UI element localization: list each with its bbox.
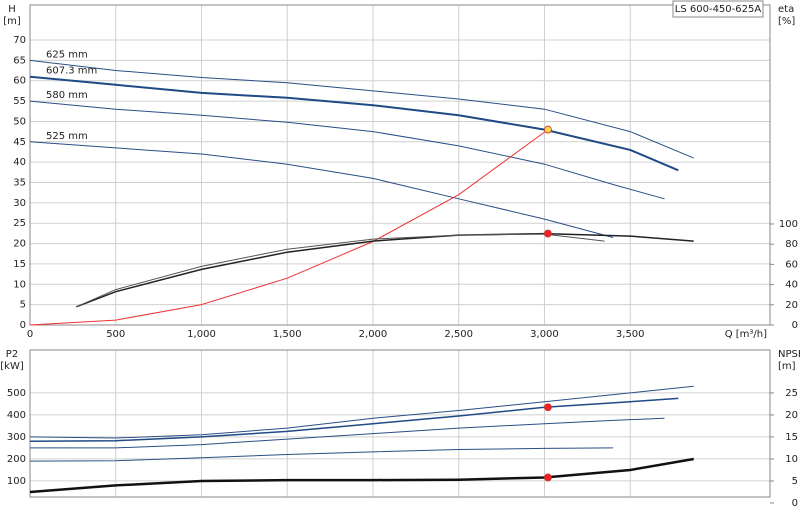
curve [29,457,694,494]
curve-label: 607.3 mm [46,66,97,77]
y2-tick-label: 20 [785,300,798,311]
y-tick-label: 65 [13,55,26,66]
x-tick-label: 1,500 [273,329,302,340]
curve [29,100,665,200]
y-tick-label: 0 [20,320,26,331]
duty-point [544,229,552,238]
y-axis-label: [kW] [0,361,24,372]
y-tick-label: 55 [13,96,26,107]
y2-axis-label: NPSH [778,349,800,360]
y-tick-label: 400 [7,410,26,421]
title-box [672,0,764,18]
y-tick-label: 200 [7,454,26,465]
y2-tick-label: 0 [792,498,798,509]
y2-tick-label: 25 [785,388,798,399]
x-tick-label: 1,000 [187,329,216,340]
y-tick-label: 40 [13,157,26,168]
y2-axis-label: eta [778,4,794,15]
y-tick-label: 10 [13,279,26,290]
y-tick-label: 50 [13,116,26,127]
plot-frame [29,349,771,498]
curve [29,385,694,439]
y-axis-label: H [8,4,16,15]
duty-point [544,403,552,412]
curve [29,59,694,159]
y-tick-label: 100 [7,476,26,487]
curve-label: 525 mm [46,131,88,142]
y2-axis-label: [%] [778,16,795,27]
y-tick-label: 45 [13,137,26,148]
y-tick-label: 5 [20,300,26,311]
y-tick-label: 15 [13,259,26,270]
y2-tick-label: 15 [785,432,798,443]
plot-area [30,5,770,325]
y2-axis-label: [m] [778,361,796,372]
x-tick-label: 500 [106,329,125,340]
y2-tick-label: 10 [785,454,798,465]
curve [76,233,605,308]
duty-point [544,473,552,482]
plot-frame [29,4,771,326]
y-tick-label: 30 [13,198,26,209]
y2-tick-label: 60 [785,259,798,270]
x-tick-label: 3,500 [616,329,645,340]
y-axis-label: [m] [3,16,21,27]
curve [29,75,679,172]
curve [30,417,665,449]
y2-tick-label: 100 [779,219,798,230]
y2-tick-label: 40 [785,280,798,291]
curve-label: 625 mm [46,49,88,60]
y2-tick-label: 20 [785,410,798,421]
y-tick-label: 500 [7,388,26,399]
x-tick-label: 3,000 [530,329,559,340]
x-tick-label: 2,000 [359,329,388,340]
y2-tick-label: 5 [792,476,798,487]
x-tick-label: 2,500 [444,329,473,340]
curve [29,141,614,238]
y2-tick-label: 0 [792,320,798,331]
chart-title: LS 600-450-625A [675,4,762,15]
curve [29,129,549,326]
y-tick-label: 300 [7,432,26,443]
x-axis-label: Q [m³/h] [725,329,767,340]
x-tick-label: 0 [27,329,33,340]
duty-point [544,125,552,134]
curve [76,232,694,308]
y-axis-label: P2 [6,349,18,360]
y-tick-label: 20 [13,239,26,250]
curve-label: 580 mm [46,90,88,101]
y-tick-label: 70 [13,35,26,46]
y2-tick-label: 80 [785,239,798,250]
plot-area [30,350,770,497]
y-tick-label: 60 [13,76,26,87]
y-tick-label: 35 [13,178,26,189]
y-tick-label: 25 [13,218,26,229]
curve [29,397,679,443]
curve [29,447,614,462]
